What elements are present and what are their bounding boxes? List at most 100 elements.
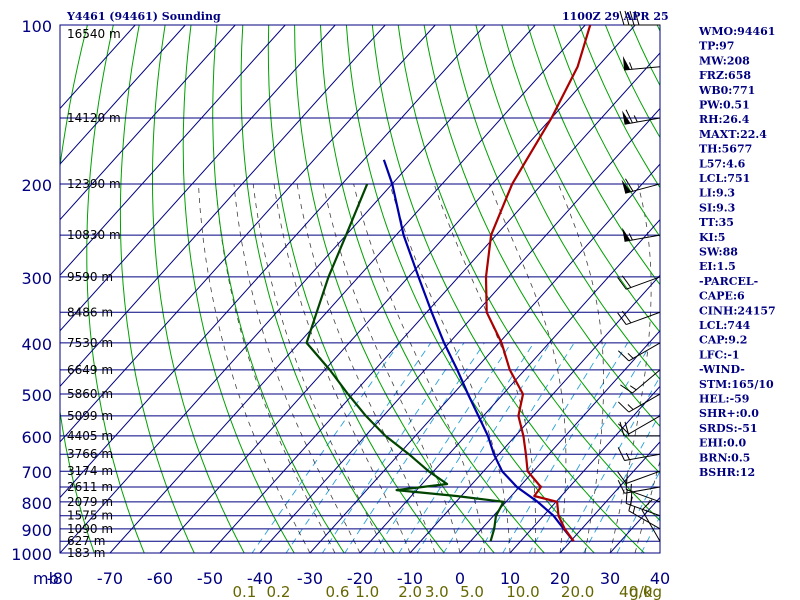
mixing-ratio-label: 3.0 bbox=[425, 583, 449, 600]
index-item: L57:4.6 bbox=[699, 157, 746, 170]
temperature-tick-label: 0 bbox=[455, 569, 465, 588]
height-label: 16540 m bbox=[67, 27, 121, 41]
index-item: STM:165/10 bbox=[699, 378, 774, 391]
moist-adiabat-line bbox=[198, 183, 311, 553]
isotherm-line bbox=[60, 25, 336, 332]
temperature-tick-label: -20 bbox=[347, 569, 373, 588]
temperature-tick-label: -30 bbox=[297, 569, 323, 588]
mixing-ratio-label: 2.0 bbox=[398, 583, 422, 600]
temperature-profile-line bbox=[484, 25, 592, 542]
isotherm-line bbox=[159, 25, 636, 553]
index-item: SI:9.3 bbox=[699, 201, 735, 214]
temperature-tick-label: -40 bbox=[247, 569, 273, 588]
index-item: BSHR:12 bbox=[699, 466, 755, 479]
height-label: 2611 m bbox=[67, 480, 113, 494]
index-item: LCL:744 bbox=[699, 319, 751, 332]
pressure-tick-label: 800 bbox=[21, 494, 52, 513]
height-label: 8486 m bbox=[67, 305, 113, 319]
temperature-tick-label: -10 bbox=[397, 569, 423, 588]
isobars bbox=[59, 24, 661, 554]
wind-barb bbox=[625, 488, 661, 517]
index-item: SHR+:0.0 bbox=[699, 407, 759, 420]
index-item: MAXT:22.4 bbox=[699, 128, 767, 141]
mixing-ratio-line bbox=[251, 342, 400, 553]
wind-barb bbox=[622, 55, 661, 71]
pressure-tick-label: 400 bbox=[21, 335, 52, 354]
isotherm-line bbox=[60, 25, 486, 499]
mixing-ratio-line bbox=[478, 342, 607, 553]
mixing-ratio-line bbox=[560, 375, 660, 553]
valid-time: 1100Z 29 APR 25 bbox=[562, 10, 669, 23]
index-item: EI:1.5 bbox=[699, 260, 736, 273]
temperature-tick-label: 20 bbox=[550, 569, 570, 588]
moist-adiabat-line bbox=[389, 183, 511, 553]
index-item: SRDS:-51 bbox=[699, 422, 758, 435]
index-item: BRN:0.5 bbox=[699, 451, 750, 464]
height-label: 12390 m bbox=[67, 177, 121, 191]
dry-adiabat-line bbox=[60, 25, 95, 553]
index-item: CINH:24157 bbox=[699, 304, 776, 317]
mixing-ratio-line bbox=[321, 342, 465, 553]
index-item: CAPE:6 bbox=[699, 290, 745, 303]
wind-barb bbox=[622, 227, 661, 242]
mixing-ratio-line bbox=[616, 470, 660, 553]
pressure-tick-label: 600 bbox=[21, 428, 52, 447]
index-item: TH:5677 bbox=[699, 143, 752, 156]
moist-adiabat-line bbox=[296, 183, 436, 553]
index-item: KI:5 bbox=[699, 231, 725, 244]
wind-barb bbox=[618, 342, 661, 362]
plot-frame bbox=[59, 24, 661, 554]
isotherm-line bbox=[60, 25, 236, 221]
mixing-ratio-label: 0.6 bbox=[326, 583, 350, 600]
temperature-tick-label: -60 bbox=[147, 569, 173, 588]
height-label: 10830 m bbox=[67, 228, 121, 242]
wind-barb bbox=[617, 470, 661, 484]
mixing-ratio-line bbox=[344, 342, 485, 553]
height-label: 3174 m bbox=[67, 464, 113, 478]
mixing-ratio-line bbox=[285, 342, 432, 553]
isotherm-line bbox=[60, 25, 186, 165]
index-item: EHI:0.0 bbox=[699, 437, 746, 450]
height-label: 183 m bbox=[67, 546, 105, 560]
dewpoint-profile-line bbox=[305, 183, 505, 542]
isotherm-line bbox=[209, 52, 660, 553]
index-item: -PARCEL- bbox=[699, 275, 758, 288]
temperature-tick-label: -70 bbox=[97, 569, 123, 588]
index-item: HEL:-59 bbox=[699, 393, 749, 406]
isotherms bbox=[60, 25, 660, 553]
isotherm-line bbox=[409, 274, 660, 553]
isotherm-line bbox=[60, 25, 286, 276]
profile-series bbox=[305, 25, 592, 542]
wind-barb bbox=[622, 109, 661, 125]
height-label: 1090 m bbox=[67, 522, 113, 536]
isotherm-line bbox=[559, 441, 660, 553]
moist-adiabat-line bbox=[634, 459, 660, 553]
mixing-ratio-unit: g/kg bbox=[629, 583, 662, 600]
wind-barb bbox=[617, 447, 661, 461]
mixing-ratio-line bbox=[373, 342, 512, 553]
height-label: 4405 m bbox=[67, 429, 113, 443]
index-item: RH:26.4 bbox=[699, 113, 750, 126]
height-label: 14120 m bbox=[67, 111, 121, 125]
mixing-ratio-line bbox=[640, 515, 660, 553]
index-item: CAP:9.2 bbox=[699, 334, 747, 347]
wind-barb bbox=[618, 393, 661, 413]
height-label: 2079 m bbox=[67, 495, 113, 509]
pressure-tick-label: 700 bbox=[21, 463, 52, 482]
temperature-tick-label: 30 bbox=[600, 569, 620, 588]
index-item: FRZ:658 bbox=[699, 69, 751, 82]
moist-adiabat-line bbox=[433, 183, 536, 553]
wind-barb bbox=[617, 310, 661, 326]
height-label: 7530 m bbox=[67, 336, 113, 350]
isotherm-line bbox=[459, 330, 660, 553]
mixing-ratio-line bbox=[416, 342, 551, 553]
index-item: TT:35 bbox=[699, 216, 734, 229]
isotherm-line bbox=[259, 107, 660, 553]
mixing-ratio-label: 10.0 bbox=[506, 583, 539, 600]
mixing-ratio-label: 5.0 bbox=[460, 583, 484, 600]
mixing-ratio-label: 1.0 bbox=[355, 583, 379, 600]
index-item: SW:88 bbox=[699, 246, 738, 259]
